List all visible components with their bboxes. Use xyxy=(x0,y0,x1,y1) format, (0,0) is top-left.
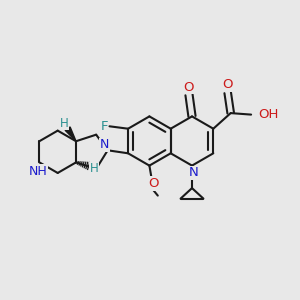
Text: H: H xyxy=(90,163,98,176)
Text: NH: NH xyxy=(28,165,47,178)
Text: O: O xyxy=(222,78,232,92)
Text: O: O xyxy=(184,81,194,94)
Text: F: F xyxy=(100,120,108,133)
Text: OH: OH xyxy=(259,108,279,121)
Text: N: N xyxy=(100,138,110,152)
Text: N: N xyxy=(189,166,198,179)
Text: H: H xyxy=(60,117,68,130)
Text: O: O xyxy=(148,177,159,190)
Polygon shape xyxy=(65,127,76,141)
